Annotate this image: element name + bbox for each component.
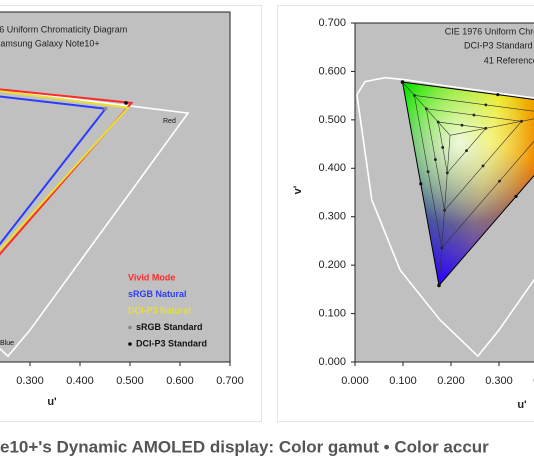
chart-title: CIE 1976 Uniform Chromaticity Diagram (445, 26, 534, 36)
chart-title: CIE 1976 Uniform Chromaticity Diagram (0, 24, 127, 34)
legend-marker (128, 325, 132, 330)
annotation: Red (163, 118, 176, 125)
reference-spoke (402, 81, 451, 136)
gamut-triangle (0, 90, 131, 251)
y-tick-label: 0.700 (318, 17, 346, 29)
spectral-locus (356, 76, 534, 358)
x-axis-label: u' (517, 399, 527, 411)
spectral-locus (0, 88, 190, 358)
y-axis-label: v' (292, 185, 304, 194)
reference-dot (481, 164, 485, 168)
x-tick-label: 0.600 (166, 375, 194, 387)
reference-dot (426, 170, 430, 174)
gamut-triangle (401, 81, 534, 287)
x-tick-label: 0.400 (66, 375, 94, 387)
right-chart: 0.000 0.100 0.200 0.300 0.400 0.500 0.600 0.700… (277, 5, 534, 422)
chart-subtitle: Samsung Galaxy Note10+ (0, 38, 100, 48)
x-tick-label: 0.700 (216, 375, 244, 387)
y-tick-label: 0.000 (318, 356, 346, 368)
y-tick-label: 0.400 (318, 162, 346, 174)
gamut-vertex (437, 283, 441, 288)
y-tick-label: 0.100 (318, 307, 346, 319)
reference-dot (484, 103, 488, 107)
reference-dot (460, 123, 464, 127)
reference-dot (498, 179, 501, 183)
reference-dot (472, 113, 476, 117)
legend-label: Vivid Mode (128, 272, 175, 282)
gamut-triangle (0, 88, 134, 256)
y-tick-label: 0.200 (318, 259, 346, 271)
y-tick-label: 0.600 (318, 65, 346, 77)
x-axis-label: u' (47, 396, 57, 408)
reference-spoke (438, 135, 451, 286)
chart-note: 41 Reference Colors (484, 55, 534, 65)
legend-label: DCI-P3 Natural (128, 305, 191, 315)
legend-label: sRGB Natural (128, 289, 187, 299)
x-tick-label: 0.300 (16, 375, 44, 387)
legend-label: sRGB Standard (136, 322, 203, 332)
gamut-triangle (0, 95, 108, 246)
reference-spoke (449, 118, 534, 136)
x-tick-label: 0.000 (341, 375, 369, 387)
legend-marker (128, 342, 132, 346)
x-tick-label: 0.500 (116, 375, 144, 387)
gamut-fill (402, 82, 534, 286)
reference-dot (441, 146, 445, 149)
reference-dot (465, 149, 468, 153)
chart-subtitle: DCI-P3 Standard Color Gamut (464, 40, 534, 50)
y-tick-label: 0.500 (318, 114, 346, 126)
annotation: Blue (0, 340, 14, 347)
gamut-vertex (400, 80, 405, 84)
reference-dot (434, 158, 437, 161)
legend-label: DCI-P3 Standard (136, 338, 207, 348)
caption: e10+'s Dynamic AMOLED display: Color gam… (0, 437, 489, 456)
x-tick-label: 0.100 (389, 375, 417, 387)
x-tick-label: 0.200 (437, 375, 465, 387)
plot-area (0, 11, 231, 363)
gamut-point (103, 106, 108, 111)
x-tick-label: 0.300 (485, 375, 513, 387)
left-chart: 0.300 0.400 0.500 0.600 0.700 CIE 1976 Unifor… (0, 5, 262, 422)
y-tick-label: 0.300 (318, 211, 346, 223)
gamut-point (124, 101, 128, 105)
